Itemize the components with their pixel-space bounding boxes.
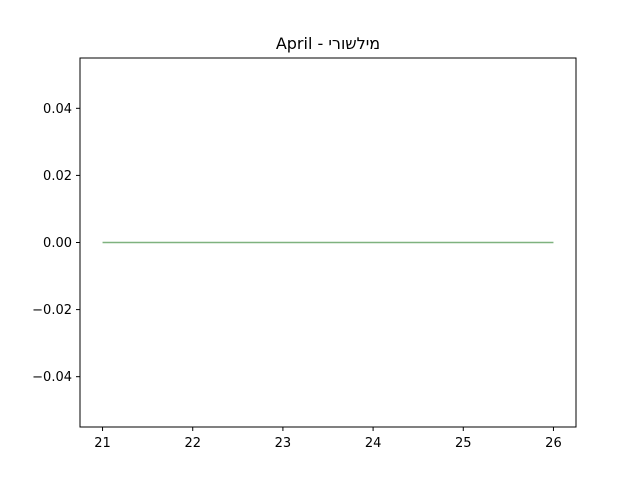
x-tick-label: 22 [184, 436, 201, 451]
x-tick-label: 23 [275, 436, 292, 451]
x-axis: 21 22 23 24 25 26 [94, 427, 562, 451]
x-tick-label: 25 [455, 436, 472, 451]
y-tick-label: 0.00 [43, 236, 72, 251]
x-tick-label: 24 [365, 436, 382, 451]
y-tick-label: 0.04 [43, 102, 72, 117]
y-tick-label: 0.02 [43, 169, 72, 184]
y-tick-label: −0.04 [32, 370, 72, 385]
y-axis: −0.04 −0.02 0.00 0.02 0.04 [32, 102, 80, 385]
x-tick-label: 21 [94, 436, 111, 451]
x-tick-label: 26 [545, 436, 562, 451]
y-tick-label: −0.02 [32, 303, 72, 318]
chart-title: April - מילשורי [276, 34, 380, 53]
